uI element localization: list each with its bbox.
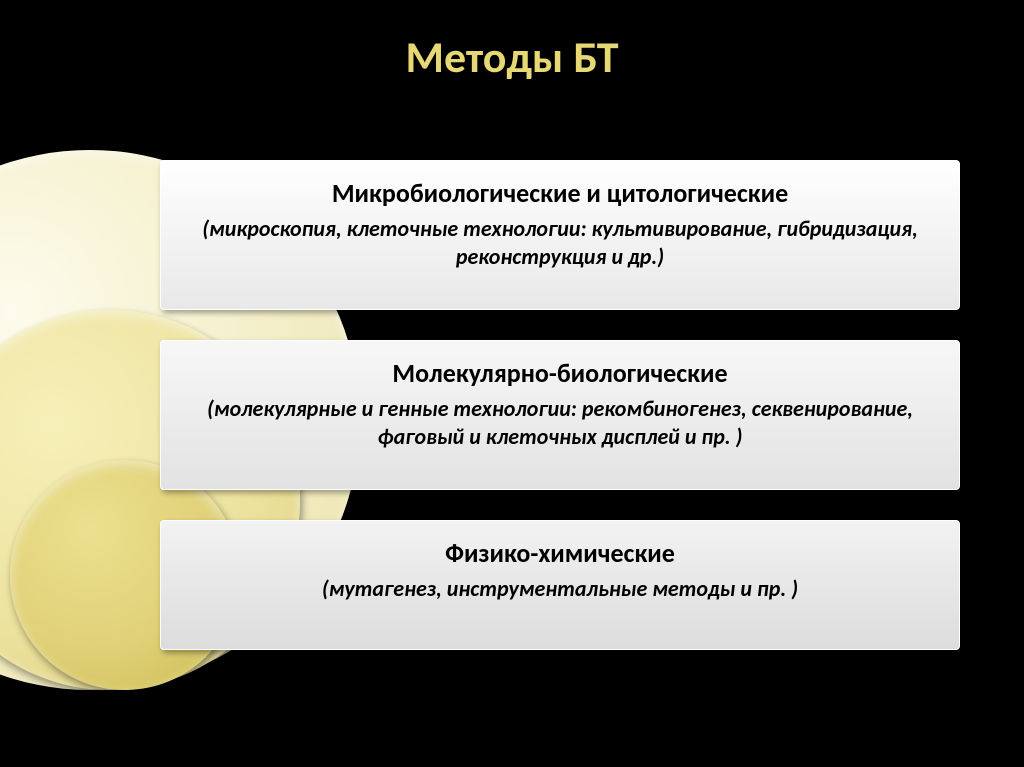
method-card-2: Молекулярно-биологические (молекулярные … <box>160 340 960 490</box>
method-card-1: Микробиологические и цитологические (мик… <box>160 160 960 310</box>
method-card-1-title: Микробиологические и цитологические <box>185 177 935 209</box>
method-card-3: Физико-химические (мутагенез, инструмент… <box>160 520 960 650</box>
method-card-2-title: Молекулярно-биологические <box>185 357 935 389</box>
method-card-3-desc: (мутагенез, инструментальные методы и пр… <box>185 575 935 603</box>
slide-title: Методы БТ <box>0 30 1024 84</box>
method-card-2-desc: (молекулярные и генные технологии: реком… <box>185 395 935 450</box>
slide: Методы БТ Микробиологические и цитологич… <box>0 0 1024 767</box>
stacked-venn-diagram: Микробиологические и цитологические (мик… <box>20 150 980 730</box>
method-card-3-title: Физико-химические <box>185 537 935 569</box>
method-card-1-desc: (микроскопия, клеточные технологии: куль… <box>185 215 935 270</box>
